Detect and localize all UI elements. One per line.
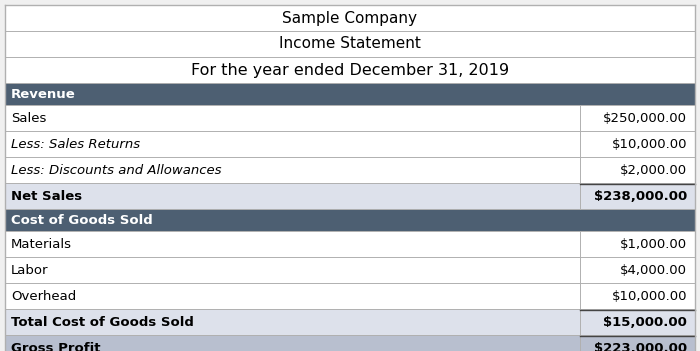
Text: $10,000.00: $10,000.00 <box>612 138 687 151</box>
Bar <box>5 231 695 257</box>
Text: Cost of Goods Sold: Cost of Goods Sold <box>11 213 153 226</box>
Bar <box>5 131 695 157</box>
Text: $2,000.00: $2,000.00 <box>620 164 687 177</box>
Bar <box>5 257 695 283</box>
Text: $1,000.00: $1,000.00 <box>620 238 687 251</box>
Bar <box>5 31 695 57</box>
Text: Income Statement: Income Statement <box>279 37 421 52</box>
Text: $250,000.00: $250,000.00 <box>603 112 687 125</box>
Bar <box>5 283 695 309</box>
Text: Total Cost of Goods Sold: Total Cost of Goods Sold <box>11 316 194 329</box>
Text: Labor: Labor <box>11 264 48 277</box>
Bar <box>5 105 695 131</box>
Text: Gross Profit: Gross Profit <box>11 342 101 351</box>
Text: Sales: Sales <box>11 112 46 125</box>
Bar <box>5 57 695 83</box>
Text: $238,000.00: $238,000.00 <box>594 190 687 203</box>
Text: Overhead: Overhead <box>11 290 76 303</box>
Text: $4,000.00: $4,000.00 <box>620 264 687 277</box>
Text: $10,000.00: $10,000.00 <box>612 290 687 303</box>
Bar <box>5 157 695 183</box>
Text: Net Sales: Net Sales <box>11 190 82 203</box>
Text: Sample Company: Sample Company <box>283 11 417 26</box>
Bar <box>5 83 695 105</box>
Bar <box>5 309 695 335</box>
Bar <box>5 335 695 351</box>
Text: Less: Sales Returns: Less: Sales Returns <box>11 138 140 151</box>
Text: $223,000.00: $223,000.00 <box>594 342 687 351</box>
Bar <box>5 209 695 231</box>
Text: Revenue: Revenue <box>11 87 76 100</box>
Text: Materials: Materials <box>11 238 72 251</box>
Bar <box>5 183 695 209</box>
Text: $15,000.00: $15,000.00 <box>603 316 687 329</box>
Bar <box>5 5 695 31</box>
Text: Less: Discounts and Allowances: Less: Discounts and Allowances <box>11 164 221 177</box>
Text: For the year ended December 31, 2019: For the year ended December 31, 2019 <box>191 62 509 78</box>
